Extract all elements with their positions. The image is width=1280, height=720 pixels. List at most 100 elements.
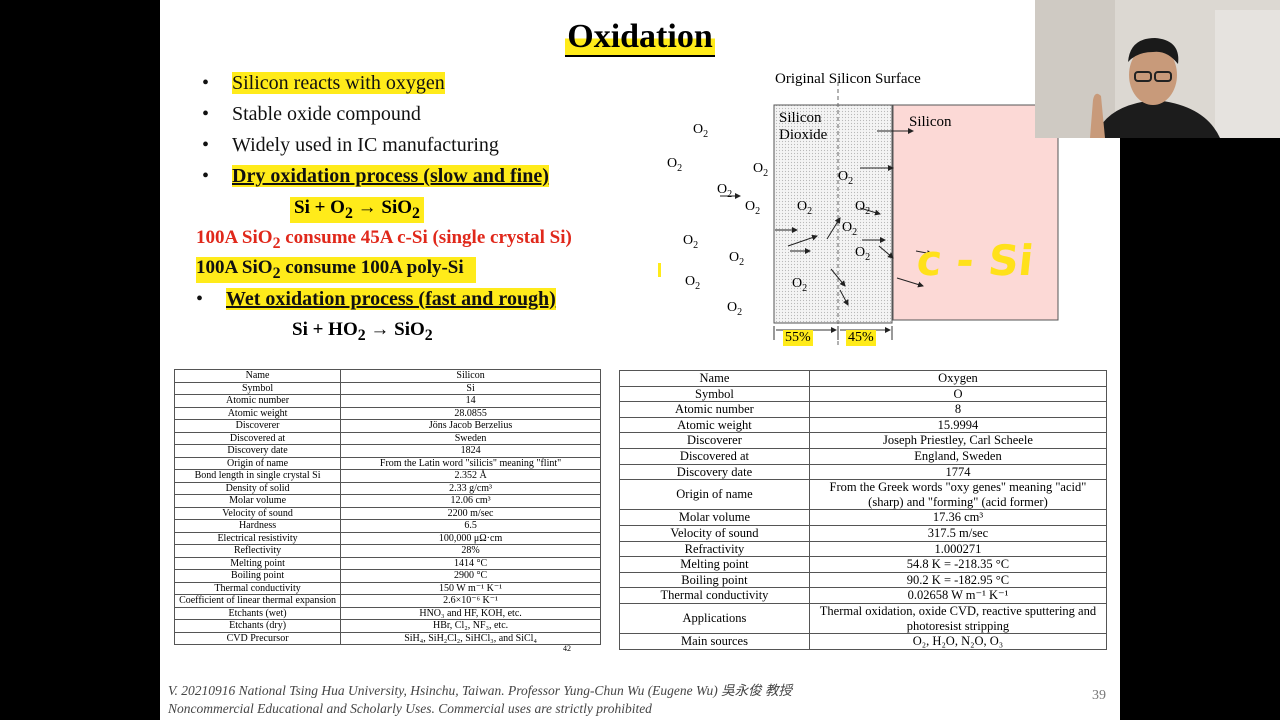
table-row: Atomic weight 28.0855	[173, 406, 601, 420]
table-row: Applications Thermal oxidation, oxide CVD…	[619, 602, 1108, 635]
property-name-cell: Atomic weight	[619, 416, 810, 434]
handwritten-annotation: c - Si	[914, 236, 1036, 285]
oxide-label: Silicon Dioxide	[779, 110, 828, 143]
property-value-cell: 90.2 K = -182.95 °C	[808, 571, 1108, 589]
table-row: Discovery date 1824	[173, 444, 601, 458]
table-row: Velocity of sound 317.5 m/sec	[619, 524, 1108, 542]
table-row: Melting point 1414 °C	[173, 556, 601, 570]
table-row: Velocity of sound 2200 m/sec	[173, 506, 601, 520]
table-row: Origin of name From the Greek words "oxy …	[619, 479, 1108, 511]
o2-molecule: O2	[685, 274, 701, 292]
property-value-cell: 28%	[340, 544, 601, 558]
silicon-label: Silicon	[909, 114, 952, 130]
o2-molecule: O2	[683, 233, 699, 251]
surface-label: Original Silicon Surface	[775, 71, 921, 87]
property-name-cell: Velocity of sound	[173, 506, 342, 520]
property-name-cell: Density of solid	[173, 481, 342, 495]
o2-molecule: O2	[792, 276, 808, 294]
property-value-cell: 317.5 m/sec	[808, 524, 1108, 542]
o2-molecule: O2	[753, 161, 769, 179]
table-row: Discoverer Jöns Jacob Berzelius	[173, 419, 601, 433]
black-margin	[1120, 138, 1280, 720]
property-value-cell: England, Sweden	[808, 447, 1108, 465]
o2-molecule: O2	[729, 250, 745, 268]
wet-oxidation-equation: Si + HO2 → SiO2	[292, 319, 433, 344]
property-value-cell: 8	[808, 401, 1108, 418]
property-value-cell: Si	[340, 381, 601, 395]
property-name-cell: Atomic number	[619, 401, 810, 418]
property-name-cell: Etchants (dry)	[173, 619, 342, 633]
property-value-cell: 100,000 μΩ·cm	[340, 531, 601, 545]
table-row: Discoverer Joseph Priestley, Carl Scheele	[619, 432, 1108, 449]
table-row: Thermal conductivity 0.02658 W m⁻¹ K⁻¹	[619, 587, 1108, 604]
table-row: Thermal conductivity 150 W m⁻¹ K⁻¹	[173, 581, 601, 595]
bullet-item: • Dry oxidation process (slow and fine)	[202, 165, 549, 187]
table-row: Etchants (dry) HBr, Cl₂, NF₃, etc.	[173, 619, 601, 633]
property-value-cell: 2.33 g/cm³	[340, 481, 601, 495]
property-value-cell: 1414 °C	[340, 556, 601, 570]
table-row: Molar volume 12.06 cm³	[173, 494, 601, 508]
property-name-cell: Main sources	[619, 633, 810, 650]
o2-molecule: O2	[745, 199, 761, 217]
table-row: Discovered at Sweden	[173, 431, 601, 445]
bullet-item: • Silicon reacts with oxygen	[202, 72, 445, 94]
o2-molecule: O2	[693, 122, 709, 140]
property-name-cell: CVD Precursor	[173, 631, 342, 645]
table-row: Molar volume 17.36 cm³	[619, 509, 1108, 526]
o2-molecule: O2	[797, 199, 813, 217]
property-value-cell: 6.5	[340, 519, 601, 533]
property-value-cell: 12.06 cm³	[340, 494, 601, 508]
property-value-cell: 28.0855	[340, 406, 601, 420]
table-row: Melting point 54.8 K = -218.35 °C	[619, 556, 1108, 573]
table-row: Discovered at England, Sweden	[619, 447, 1108, 465]
property-value-cell: Oxygen	[808, 370, 1108, 387]
table-row: Refractivity 1.000271	[619, 540, 1108, 558]
footer-line: V. 20210916 National Tsing Hua Universit…	[168, 683, 793, 698]
property-name-cell: Hardness	[173, 519, 342, 533]
property-name-cell: Electrical resistivity	[173, 531, 342, 545]
property-name-cell: Discovery date	[619, 463, 810, 481]
table-row: Boiling point 90.2 K = -182.95 °C	[619, 571, 1108, 589]
property-name-cell: Coefficient of linear thermal expansion	[173, 594, 342, 608]
bullet-item: • Stable oxide compound	[202, 103, 421, 125]
pct-right: 45%	[846, 330, 876, 346]
property-name-cell: Name	[173, 369, 342, 383]
property-name-cell: Name	[619, 370, 810, 387]
property-name-cell: Origin of name	[619, 479, 810, 511]
oxidation-diagram: Original Silicon Surface	[655, 68, 1075, 358]
webcam-video[interactable]	[1035, 0, 1280, 138]
property-value-cell: SiH₄, SiH₂Cl₂, SiHCl₃, and SiCl₄	[340, 631, 601, 645]
property-name-cell: Origin of name	[173, 456, 342, 470]
property-name-cell: Refractivity	[619, 540, 810, 558]
property-name-cell: Atomic number	[173, 394, 342, 408]
table-row: Electrical resistivity 100,000 μΩ·cm	[173, 531, 601, 545]
property-name-cell: Melting point	[619, 556, 810, 573]
property-value-cell: 54.8 K = -218.35 °C	[808, 556, 1108, 573]
property-name-cell: Boiling point	[619, 571, 810, 589]
table-row: Coefficient of linear thermal expansion 2…	[173, 594, 601, 608]
property-value-cell: Silicon	[340, 369, 601, 383]
table-row: CVD Precursor SiH₄, SiH₂Cl₂, SiHCl₃, and …	[173, 631, 601, 645]
pct-left: 55%	[783, 330, 813, 346]
silicon-properties-table: Name Silicon Symbol Si Atomic number 14 Atomic…	[173, 369, 601, 645]
table-row: Etchants (wet) HNO₃ and HF, KOH, etc.	[173, 606, 601, 620]
wet-oxidation-bullet: • Wet oxidation process (fast and rough)	[196, 288, 556, 310]
table-row: Density of solid 2.33 g/cm³	[173, 481, 601, 495]
property-value-cell: Jöns Jacob Berzelius	[340, 419, 601, 433]
property-name-cell: Atomic weight	[173, 406, 342, 420]
property-name-cell: Thermal conductivity	[619, 587, 810, 604]
property-value-cell: 14	[340, 394, 601, 408]
dry-oxidation-equation: Si + O2 → SiO2	[290, 197, 424, 223]
property-value-cell: Thermal oxidation, oxide CVD, reactive s…	[808, 602, 1108, 635]
property-name-cell: Velocity of sound	[619, 524, 810, 542]
property-value-cell: 0.02658 W m⁻¹ K⁻¹	[808, 587, 1108, 604]
table-row: Main sources O₂, H₂O, N₂O, O₃	[619, 633, 1108, 650]
property-value-cell: From the Latin word "silicis" meaning "f…	[340, 456, 601, 470]
property-value-cell: 17.36 cm³	[808, 509, 1108, 526]
table-row: Origin of name From the Latin word "silic…	[173, 456, 601, 470]
diagram-graphics	[720, 82, 1059, 346]
crystal-si-consumption: 100A SiO2 consume 45A c-Si (single cryst…	[196, 227, 572, 252]
slide-title: Oxidation	[565, 18, 715, 57]
property-value-cell: 1.000271	[808, 540, 1108, 558]
property-name-cell: Molar volume	[173, 494, 342, 508]
